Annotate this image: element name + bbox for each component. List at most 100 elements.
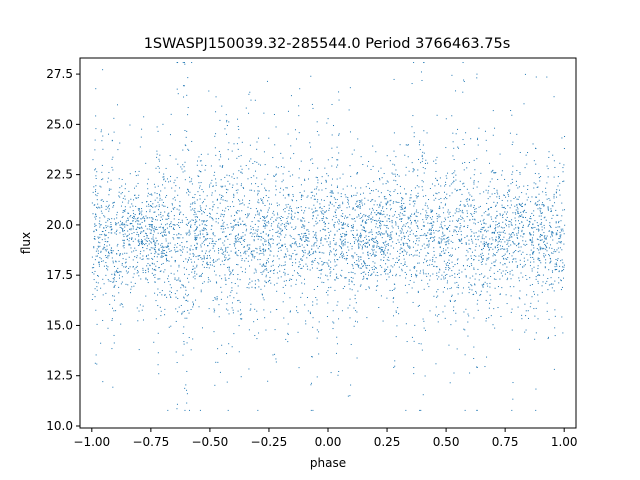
scatter-point bbox=[150, 225, 152, 227]
scatter-point bbox=[232, 270, 234, 272]
scatter-point bbox=[453, 300, 455, 302]
scatter-point bbox=[484, 281, 486, 283]
scatter-point bbox=[196, 220, 198, 222]
scatter-point bbox=[112, 260, 114, 262]
scatter-point bbox=[153, 269, 155, 271]
scatter-point bbox=[346, 185, 348, 187]
scatter-point bbox=[194, 203, 196, 205]
scatter-point bbox=[562, 230, 564, 232]
scatter-point bbox=[182, 62, 184, 64]
scatter-point bbox=[257, 213, 259, 215]
scatter-point bbox=[349, 165, 351, 167]
scatter-point bbox=[150, 230, 152, 232]
scatter-point bbox=[410, 275, 412, 277]
scatter-point bbox=[187, 259, 189, 261]
scatter-point bbox=[116, 253, 118, 255]
scatter-point bbox=[109, 226, 111, 228]
scatter-point bbox=[390, 245, 392, 247]
scatter-point bbox=[138, 244, 140, 246]
scatter-point bbox=[280, 166, 282, 168]
scatter-point bbox=[299, 245, 301, 247]
scatter-point bbox=[292, 218, 294, 220]
scatter-point bbox=[459, 227, 461, 229]
scatter-point bbox=[458, 238, 460, 240]
scatter-point bbox=[282, 157, 284, 159]
scatter-point bbox=[196, 243, 198, 245]
scatter-point bbox=[438, 237, 440, 239]
scatter-point bbox=[241, 168, 243, 170]
scatter-point bbox=[357, 172, 359, 174]
scatter-point bbox=[96, 229, 98, 231]
scatter-point bbox=[291, 215, 293, 217]
scatter-point bbox=[340, 239, 342, 241]
scatter-point bbox=[492, 134, 494, 136]
scatter-point bbox=[564, 135, 566, 137]
scatter-point bbox=[112, 169, 114, 171]
scatter-point bbox=[237, 224, 239, 226]
scatter-point bbox=[130, 198, 132, 200]
scatter-point bbox=[375, 274, 377, 276]
scatter-point bbox=[327, 294, 329, 296]
scatter-point bbox=[121, 216, 123, 218]
scatter-point bbox=[416, 235, 418, 237]
scatter-point bbox=[348, 279, 350, 281]
scatter-point bbox=[501, 248, 503, 250]
scatter-point bbox=[270, 218, 272, 220]
scatter-point bbox=[433, 199, 435, 201]
scatter-point bbox=[239, 301, 241, 303]
scatter-point bbox=[443, 235, 445, 237]
scatter-point bbox=[505, 294, 507, 296]
scatter-point bbox=[169, 284, 171, 286]
scatter-point bbox=[328, 244, 330, 246]
scatter-point bbox=[166, 251, 168, 253]
scatter-point bbox=[413, 367, 415, 369]
scatter-point bbox=[444, 225, 446, 227]
scatter-point bbox=[538, 173, 540, 175]
scatter-point bbox=[201, 202, 203, 204]
scatter-point bbox=[129, 124, 131, 126]
scatter-point bbox=[190, 309, 192, 311]
scatter-point bbox=[132, 220, 134, 222]
scatter-point bbox=[405, 193, 407, 195]
scatter-point bbox=[172, 237, 174, 239]
scatter-point bbox=[260, 235, 262, 237]
scatter-point bbox=[308, 207, 310, 209]
scatter-point bbox=[387, 201, 389, 203]
scatter-point bbox=[358, 200, 360, 202]
scatter-point bbox=[135, 249, 137, 251]
scatter-point bbox=[403, 224, 405, 226]
scatter-point bbox=[525, 275, 527, 277]
scatter-point bbox=[157, 130, 159, 132]
scatter-point bbox=[369, 192, 371, 194]
scatter-point bbox=[101, 164, 103, 166]
scatter-point bbox=[453, 176, 455, 178]
scatter-point bbox=[403, 249, 405, 251]
scatter-point bbox=[98, 263, 100, 265]
scatter-point bbox=[474, 223, 476, 225]
scatter-point bbox=[315, 242, 317, 244]
scatter-point bbox=[354, 237, 356, 239]
scatter-point bbox=[273, 175, 275, 177]
scatter-point bbox=[105, 221, 107, 223]
scatter-point bbox=[213, 174, 215, 176]
scatter-point bbox=[335, 214, 337, 216]
scatter-point bbox=[338, 318, 340, 320]
scatter-point bbox=[119, 271, 121, 273]
scatter-point bbox=[161, 256, 163, 258]
scatter-point bbox=[408, 245, 410, 247]
scatter-point bbox=[290, 244, 292, 246]
scatter-point bbox=[523, 243, 525, 245]
scatter-point bbox=[134, 187, 136, 189]
scatter-point bbox=[393, 78, 395, 80]
scatter-point bbox=[323, 205, 325, 207]
scatter-point bbox=[248, 255, 250, 257]
scatter-point bbox=[300, 258, 302, 260]
scatter-point bbox=[230, 233, 232, 235]
scatter-point bbox=[421, 245, 423, 247]
scatter-point bbox=[304, 220, 306, 222]
scatter-point bbox=[292, 194, 294, 196]
scatter-point bbox=[319, 251, 321, 253]
scatter-point bbox=[390, 232, 392, 234]
scatter-point bbox=[413, 241, 415, 243]
scatter-point bbox=[332, 192, 334, 194]
